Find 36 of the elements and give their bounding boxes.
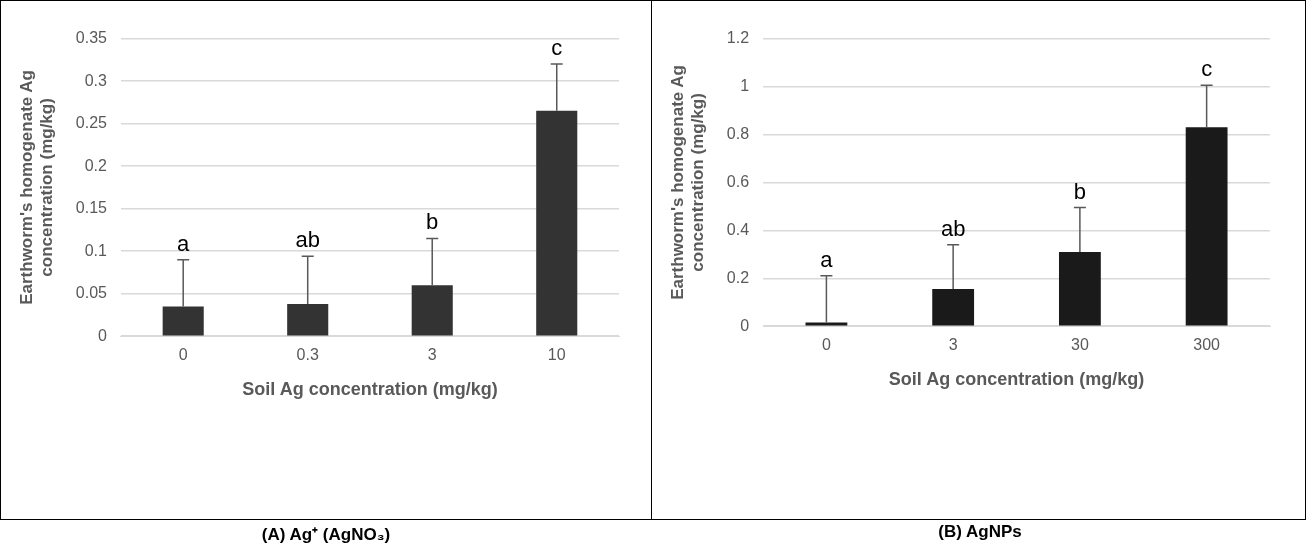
annotation: ab — [295, 227, 320, 253]
x-tick-label: 0.3 — [296, 346, 319, 364]
y-axis-title: Earthworm's homogenate Ag concentration (mg/kg) — [16, 69, 57, 305]
x-tick-label: 3 — [427, 346, 437, 364]
x-tick-label: 0 — [178, 346, 188, 364]
y-tick-label: 0.3 — [84, 71, 108, 89]
y-tick-label: 0.2 — [84, 156, 108, 174]
annotation: b — [1073, 178, 1087, 204]
annotation: a — [820, 246, 834, 272]
annotation: c — [1201, 56, 1213, 82]
annotation: a — [177, 230, 191, 256]
annotation: c — [551, 35, 563, 61]
y-tick-label: 0.8 — [726, 124, 750, 142]
y-tick-label: 0.1 — [84, 241, 108, 259]
y-tick-label: 0.15 — [75, 199, 108, 217]
annotation: ab — [940, 215, 966, 241]
annotation: b — [426, 209, 439, 235]
y-tick-label: 0 — [740, 316, 750, 334]
text: (A) Ag⁺ (AgNO₃) — [260, 524, 392, 545]
x-axis-title: Soil Ag concentration (mg/kg) — [242, 379, 498, 400]
x-tick-label: 10 — [547, 346, 566, 364]
x-tick-label: 300 — [1193, 336, 1221, 354]
y-tick-label: 0.35 — [75, 29, 108, 47]
y-tick-label: 0.2 — [726, 268, 750, 286]
text: (B) AgNPs — [937, 522, 1023, 542]
x-tick-label: 30 — [1070, 336, 1089, 354]
y-tick-label: 0.05 — [75, 284, 108, 302]
y-tick-label: 1.2 — [726, 29, 750, 47]
x-axis-title: Soil Ag concentration (mg/kg) — [888, 369, 1145, 390]
y-tick-label: 1 — [740, 76, 750, 94]
y-tick-label: 0.4 — [726, 220, 750, 238]
x-tick-label: 0 — [821, 336, 831, 354]
y-tick-label: 0.6 — [726, 172, 750, 190]
y-tick-label: 0.25 — [75, 114, 108, 132]
y-axis-title: Earthworm's homogenate Ag concentration (mg/kg) — [667, 64, 708, 300]
x-tick-label: 3 — [948, 336, 958, 354]
